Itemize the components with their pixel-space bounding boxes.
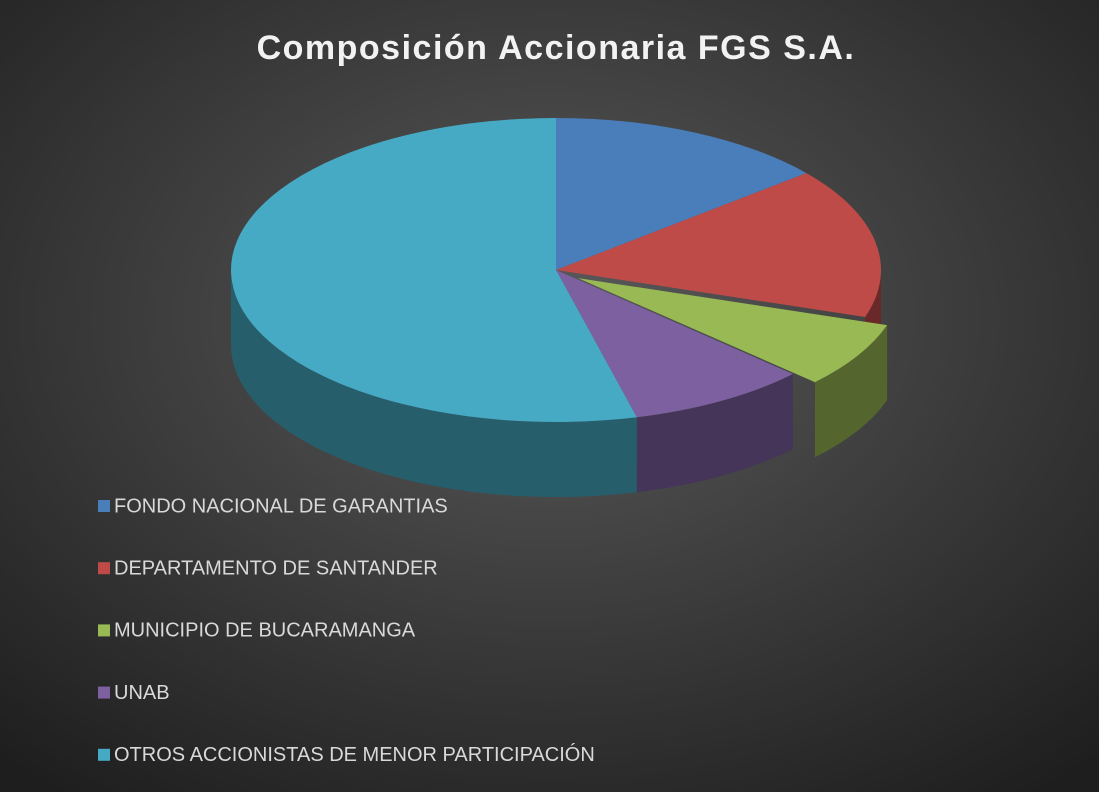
legend-swatch (98, 562, 110, 575)
pie-slice (556, 173, 882, 317)
chart-title: Composición Accionaria FGS S.A. (257, 29, 856, 67)
pie-slice (578, 278, 888, 383)
pie-slice (556, 118, 807, 270)
legend-label: DEPARTAMENTO DE SANTANDER (114, 557, 438, 579)
legend-swatch (98, 500, 110, 512)
pie-slice-side (231, 270, 637, 497)
pie-slice (556, 270, 793, 418)
legend-label: OTROS ACCIONISTAS DE MENOR PARTICIPACIÓN (114, 743, 595, 766)
legend-label: FONDO NACIONAL DE GARANTIAS (114, 495, 448, 517)
legend-label: MUNICIPIO DE BUCARAMANGA (114, 620, 416, 642)
legend-swatch (98, 748, 110, 761)
legend-swatch (98, 624, 110, 637)
pie-slice-side (636, 374, 793, 493)
legend-label: UNAB (114, 682, 170, 704)
pie-slice (231, 118, 637, 422)
legend-swatch (98, 686, 110, 699)
pie-slice-side (814, 325, 888, 458)
